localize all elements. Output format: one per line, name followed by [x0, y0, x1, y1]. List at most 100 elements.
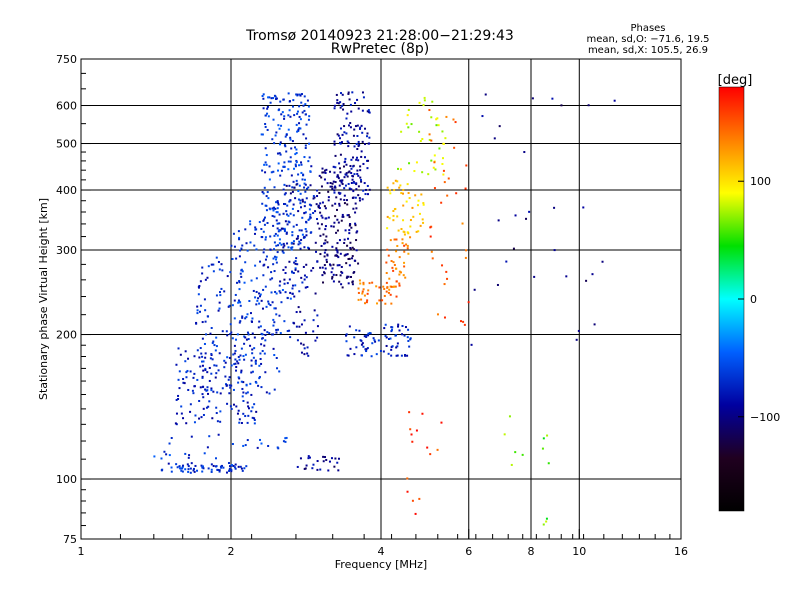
data-point: [271, 214, 274, 217]
data-point: [234, 463, 237, 466]
data-point: [289, 212, 292, 215]
data-point: [177, 394, 180, 397]
data-point: [315, 203, 318, 206]
data-point: [288, 278, 291, 281]
data-point: [302, 173, 305, 176]
data-point: [438, 147, 441, 150]
data-point: [346, 214, 349, 217]
data-point: [226, 402, 229, 405]
data-point: [235, 369, 238, 372]
data-point: [262, 219, 265, 222]
data-point: [406, 490, 409, 493]
data-point: [493, 137, 496, 140]
data-point: [279, 280, 282, 283]
data-point: [353, 271, 356, 274]
data-point: [401, 242, 404, 245]
data-point: [353, 336, 356, 339]
data-point: [260, 386, 263, 389]
data-point: [297, 190, 300, 193]
data-point: [257, 326, 260, 329]
data-point: [215, 412, 218, 415]
data-point: [454, 121, 457, 124]
data-point: [455, 192, 458, 195]
data-point: [189, 370, 192, 373]
data-point: [220, 466, 223, 469]
data-point: [348, 257, 351, 260]
data-point: [272, 170, 275, 173]
data-point: [383, 327, 386, 330]
data-point: [195, 322, 198, 325]
data-point: [376, 302, 379, 305]
data-point: [341, 182, 344, 185]
data-point: [314, 292, 317, 295]
data-point: [396, 354, 399, 357]
data-point: [361, 109, 364, 112]
data-point: [295, 161, 298, 164]
data-point: [241, 244, 244, 247]
data-point: [212, 270, 215, 273]
data-point: [296, 465, 299, 468]
data-point: [393, 238, 396, 241]
data-point: [350, 172, 353, 175]
data-point: [396, 180, 399, 183]
data-point: [359, 165, 362, 168]
data-point: [319, 266, 322, 269]
data-point: [178, 387, 181, 390]
data-point: [333, 189, 336, 192]
data-point: [160, 469, 163, 472]
data-point: [345, 262, 348, 265]
data-point: [341, 93, 344, 96]
data-point: [324, 239, 327, 242]
data-point: [353, 128, 356, 131]
data-point: [217, 433, 220, 436]
data-point: [366, 193, 369, 196]
data-point: [230, 407, 233, 410]
data-point: [280, 124, 283, 127]
data-point: [276, 446, 279, 449]
data-point: [340, 141, 343, 144]
data-point: [278, 284, 281, 287]
data-point: [353, 181, 356, 184]
data-point: [264, 204, 267, 207]
data-point: [406, 183, 409, 186]
data-point: [178, 465, 181, 468]
data-point: [198, 417, 201, 420]
data-point: [243, 281, 246, 284]
data-point: [291, 207, 294, 210]
data-point: [275, 219, 278, 222]
data-point: [204, 388, 207, 391]
data-point: [201, 375, 204, 378]
data-point: [206, 446, 209, 449]
data-point: [295, 183, 298, 186]
data-point: [205, 333, 208, 336]
data-point: [282, 251, 285, 254]
data-point: [346, 354, 349, 357]
data-point: [397, 229, 400, 232]
data-point: [291, 234, 294, 237]
data-point: [258, 302, 261, 305]
data-point: [577, 329, 580, 332]
data-point: [243, 342, 246, 345]
data-point: [442, 169, 445, 172]
data-point: [364, 127, 367, 130]
data-point: [284, 272, 287, 275]
data-point: [327, 216, 330, 219]
data-point: [273, 234, 276, 237]
data-point: [277, 244, 280, 247]
data-point: [362, 281, 365, 284]
data-point: [431, 257, 434, 260]
data-point: [465, 249, 468, 252]
data-point: [261, 191, 264, 194]
data-point: [582, 206, 585, 209]
data-point: [194, 464, 197, 467]
data-point: [330, 225, 333, 228]
data-point: [224, 361, 227, 364]
data-point: [411, 440, 414, 443]
data-point: [245, 242, 248, 245]
data-point: [318, 227, 321, 230]
y-tick-label: 500: [56, 138, 77, 151]
data-point: [421, 412, 424, 415]
data-point: [290, 147, 293, 150]
data-point: [202, 369, 205, 372]
data-point: [264, 285, 267, 288]
